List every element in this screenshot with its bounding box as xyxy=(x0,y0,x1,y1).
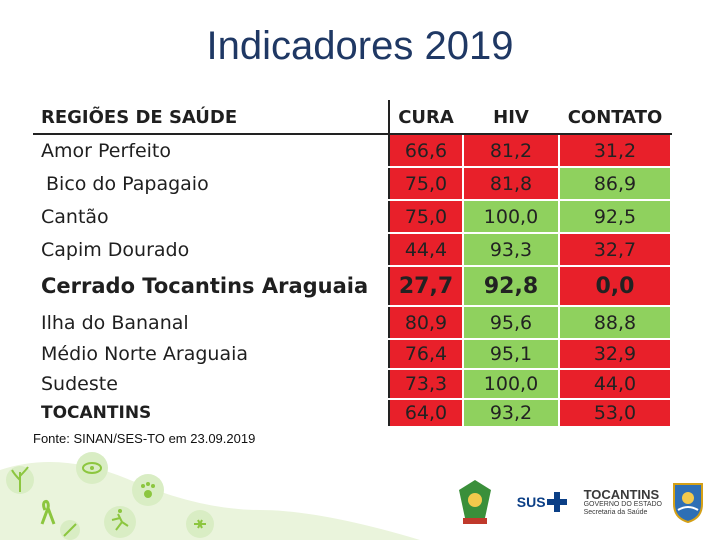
hiv-cell: 81,2 xyxy=(462,133,560,168)
table-header-row: REGIÕES DE SAÚDE CURA HIV CONTATO xyxy=(33,100,672,135)
table-row: Cerrado Tocantins Araguaia 27,7 92,8 0,0 xyxy=(33,265,672,307)
header-regions: REGIÕES DE SAÚDE xyxy=(33,100,390,135)
runner-icon xyxy=(104,506,136,538)
hiv-cell: 100,0 xyxy=(462,368,560,400)
cura-cell: 27,7 xyxy=(388,265,464,307)
cura-cell: 75,0 xyxy=(388,199,464,234)
contato-cell: 88,8 xyxy=(558,305,672,340)
header-contato: CONTATO xyxy=(558,100,672,135)
table-row: Amor Perfeito 66,6 81,2 31,2 xyxy=(33,133,672,168)
indicators-table: REGIÕES DE SAÚDE CURA HIV CONTATO Amor P… xyxy=(33,100,672,428)
cura-cell: 76,4 xyxy=(388,338,464,370)
hiv-cell: 81,8 xyxy=(462,166,560,201)
logos: SUS TOCANTINS GOVERNO DO ESTADO Secretar… xyxy=(455,478,706,526)
state-name: TOCANTINS xyxy=(583,486,660,502)
region-cell: Sudeste xyxy=(33,368,390,400)
page-title: Indicadores 2019 xyxy=(206,24,514,68)
state-subtitle: GOVERNO DO ESTADO xyxy=(583,501,662,509)
sus-cross-icon xyxy=(546,492,567,512)
source-note: Fonte: SINAN/SES-TO em 23.09.2019 xyxy=(33,431,256,446)
hiv-cell: 93,3 xyxy=(462,232,560,267)
hiv-cell: 93,2 xyxy=(462,398,560,428)
hiv-cell: 95,1 xyxy=(462,338,560,370)
header-hiv: HIV xyxy=(462,100,560,135)
contato-cell: 0,0 xyxy=(558,265,672,307)
state-coat-of-arms-icon xyxy=(673,483,703,524)
header-cura: CURA xyxy=(388,100,464,135)
contato-cell: 44,0 xyxy=(558,368,672,400)
table-row: Sudeste 73,3 100,0 44,0 xyxy=(33,368,672,400)
table-row: TOCANTINS 64,0 93,2 53,0 xyxy=(33,398,672,428)
sus-logo-text: SUS xyxy=(516,494,546,510)
contato-cell: 86,9 xyxy=(558,166,672,201)
contato-cell: 32,9 xyxy=(558,338,672,370)
ses-emblem-icon xyxy=(458,480,491,524)
region-cell: Capim Dourado xyxy=(33,232,390,267)
cura-cell: 75,0 xyxy=(388,166,464,201)
table-row: Ilha do Bananal 80,9 95,6 88,8 xyxy=(33,305,672,340)
table-row: Médio Norte Araguaia 76,4 95,1 32,9 xyxy=(33,338,672,370)
table-row: Capim Dourado 44,4 93,3 32,7 xyxy=(33,232,672,267)
tocantins-logo: TOCANTINS GOVERNO DO ESTADO Secretaria d… xyxy=(584,488,662,516)
region-cell: Cantão xyxy=(33,199,390,234)
region-cell: TOCANTINS xyxy=(33,398,390,428)
contato-cell: 32,7 xyxy=(558,232,672,267)
region-cell: Amor Perfeito xyxy=(33,133,390,168)
hiv-cell: 92,8 xyxy=(462,265,560,307)
cura-cell: 64,0 xyxy=(388,398,464,428)
secretariat-name: Secretaria da Saúde xyxy=(583,508,648,516)
region-cell: Bico do Papagaio xyxy=(33,166,390,201)
table-row: Cantão 75,0 100,0 92,5 xyxy=(33,199,672,234)
cura-cell: 66,6 xyxy=(388,133,464,168)
cura-cell: 80,9 xyxy=(388,305,464,340)
ribbon-icon xyxy=(40,500,56,525)
contato-cell: 31,2 xyxy=(558,133,672,168)
table-row: Bico do Papagaio 75,0 81,8 86,9 xyxy=(33,166,672,201)
contato-cell: 92,5 xyxy=(558,199,672,234)
hiv-cell: 95,6 xyxy=(462,305,560,340)
hiv-cell: 100,0 xyxy=(462,199,560,234)
contato-cell: 53,0 xyxy=(558,398,672,428)
region-cell: Cerrado Tocantins Araguaia xyxy=(33,265,390,307)
cura-cell: 44,4 xyxy=(388,232,464,267)
cura-cell: 73,3 xyxy=(388,368,464,400)
region-cell: Ilha do Bananal xyxy=(33,305,390,340)
health-icons-decoration xyxy=(0,452,420,540)
region-cell: Médio Norte Araguaia xyxy=(33,338,390,370)
